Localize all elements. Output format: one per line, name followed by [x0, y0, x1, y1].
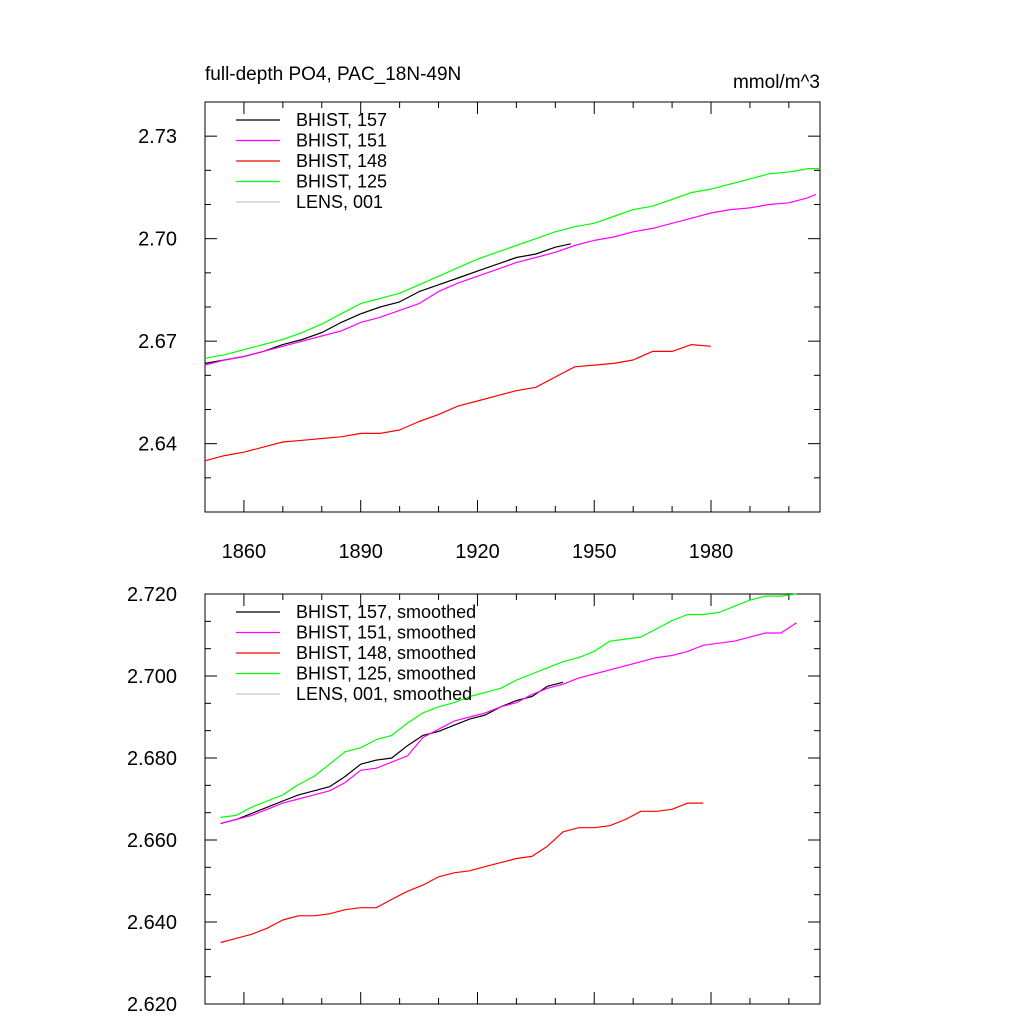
y-tick-label: 2.67	[138, 331, 177, 353]
y-tick-label: 2.660	[127, 830, 177, 852]
series-line	[220, 681, 564, 825]
chart-panel-2: 2.620 2.640 2.660 2.680 2.700 2.720 BHIST, 157…	[127, 584, 821, 1016]
legend-label: LENS, 001	[296, 192, 383, 212]
chart-panel-1: 1860 1890 1920 1950 1980 2.64 2.67 2.70 2.73 full…	[138, 64, 821, 563]
legend-label: BHIST, 157, smoothed	[296, 602, 476, 622]
y-tick-label: 2.700	[127, 666, 177, 688]
series-line	[204, 344, 712, 462]
series-line	[204, 193, 817, 366]
legend-label: BHIST, 125	[296, 172, 387, 192]
x-tick-label: 1890	[338, 541, 383, 563]
series-line	[204, 168, 820, 359]
plot-frame	[204, 593, 821, 1005]
y-tick-label: 2.64	[138, 434, 177, 456]
legend-label: LENS, 001, smoothed	[296, 684, 472, 704]
x-tick-label: 1860	[222, 541, 267, 563]
series-line	[220, 593, 797, 818]
y-tick-label: 2.640	[127, 912, 177, 934]
x-tick-label: 1980	[689, 541, 734, 563]
x-tick-label: 1950	[572, 541, 617, 563]
y-tick-label: 2.720	[127, 584, 177, 606]
y-tick-label: 2.680	[127, 748, 177, 770]
units-label: mmol/m^3	[733, 72, 820, 93]
legend-label: BHIST, 125, smoothed	[296, 664, 476, 684]
x-tick-label: 1920	[455, 541, 500, 563]
y-tick-label: 2.620	[127, 994, 177, 1016]
chart-title: full-depth PO4, PAC_18N-49N	[205, 64, 461, 85]
series-line	[220, 802, 704, 944]
y-tick-label: 2.70	[138, 229, 177, 251]
legend-label: BHIST, 157	[296, 110, 387, 130]
legend-label: BHIST, 148, smoothed	[296, 643, 476, 663]
legend-label: BHIST, 151, smoothed	[296, 623, 476, 643]
legend-label: BHIST, 148	[296, 151, 387, 171]
series-line	[220, 622, 797, 825]
y-tick-label: 2.73	[138, 126, 177, 148]
legend-label: BHIST, 151	[296, 131, 387, 151]
